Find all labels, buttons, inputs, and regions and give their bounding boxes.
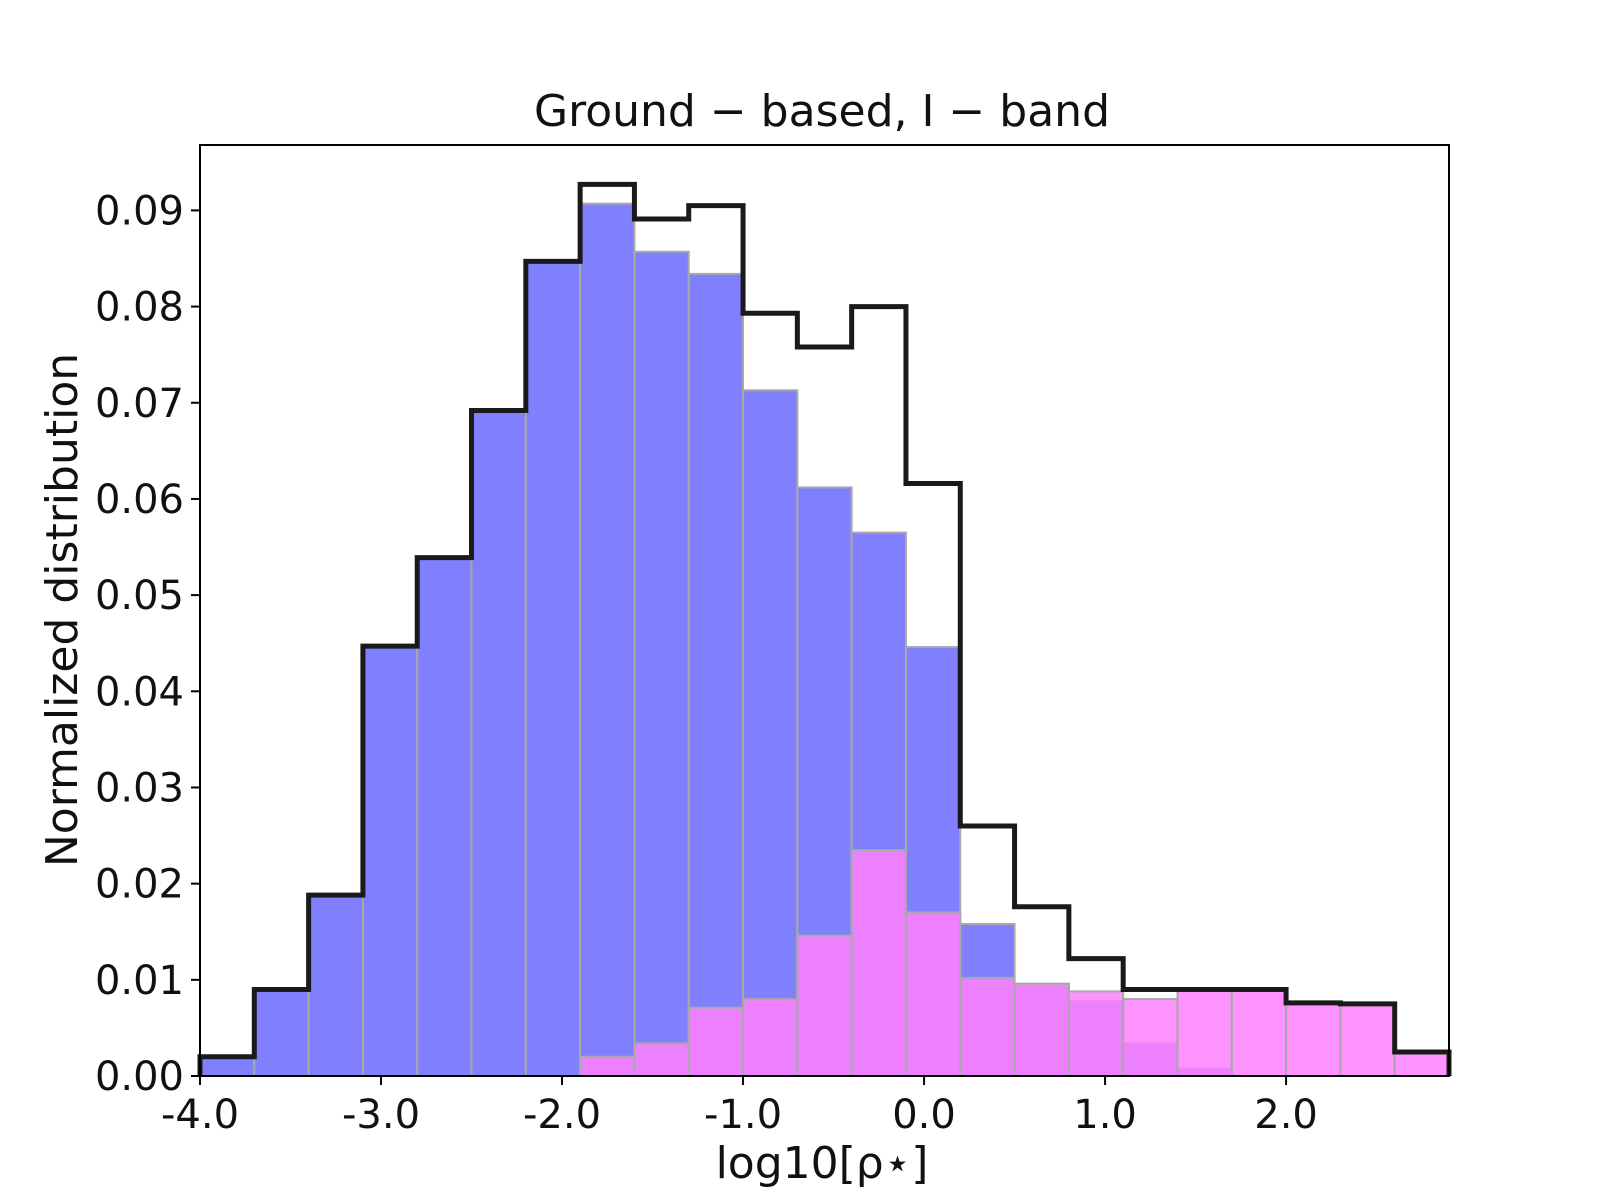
x-tick-label: -2.0 (523, 1092, 601, 1138)
y-tick-label: 0.07 (95, 381, 184, 427)
x-tick-label: 1.0 (1073, 1092, 1137, 1138)
histogram-bar (633, 1042, 690, 1077)
histogram-bar (307, 894, 364, 1078)
histogram-bar (1013, 982, 1070, 1078)
histogram-bar (199, 1055, 256, 1077)
histogram-bar (742, 998, 799, 1078)
y-tick-label: 0.00 (95, 1054, 184, 1100)
x-tick-label: -1.0 (704, 1092, 782, 1138)
y-tick-label: 0.03 (95, 765, 184, 811)
step-layer (197, 181, 1452, 1076)
histogram-bar (579, 202, 636, 1077)
y-tick-label: 0.05 (95, 573, 184, 619)
histogram-bar (1067, 990, 1125, 1078)
histogram-bar (633, 250, 690, 1078)
y-tick-label: 0.04 (95, 669, 184, 715)
x-axis-ticks: -4.0 -3.0 -2.0 -1.0 0.0 1.0 2.0 (161, 1076, 1318, 1138)
histogram-bar (524, 260, 582, 1077)
y-axis-label: Normalized distribution (37, 353, 88, 867)
histogram-bar (1285, 1001, 1342, 1078)
x-tick-label: 0.0 (892, 1092, 956, 1138)
y-tick-label: 0.08 (95, 285, 184, 331)
x-tick-label: -4.0 (161, 1092, 239, 1138)
histogram-bar (1230, 988, 1288, 1077)
histogram-bar (416, 556, 473, 1077)
histogram-bar (1393, 1050, 1451, 1077)
histogram-bar (687, 272, 745, 1077)
y-tick-label: 0.06 (95, 477, 184, 523)
x-tick-label: -3.0 (342, 1092, 420, 1138)
y-tick-label: 0.09 (95, 188, 184, 234)
step-outline-line (197, 181, 1452, 1076)
y-tick-label: 0.02 (95, 862, 184, 908)
histogram-bar (904, 911, 962, 1077)
histogram-bar (959, 976, 1016, 1077)
histogram-bar (579, 1055, 636, 1077)
chart-title: Ground − based, I − band (534, 86, 1110, 137)
histogram-bar (1176, 988, 1233, 1077)
histogram-bar (742, 389, 799, 1077)
x-tick-label: 2.0 (1254, 1092, 1318, 1138)
histogram-bar (1339, 1002, 1396, 1078)
x-axis-label: log10[ρ⋆] (716, 1138, 929, 1189)
histogram-bar (253, 988, 310, 1077)
y-axis-ticks: 0.00 0.01 0.02 0.03 0.04 0.05 0.06 0.07 0.08 0.09 (95, 188, 200, 1100)
histogram-bar (470, 409, 527, 1077)
y-tick-label: 0.01 (95, 958, 184, 1004)
plot-frame (199, 144, 1450, 1077)
histogram-bar (850, 848, 907, 1077)
histogram-bar (361, 645, 419, 1077)
histogram-bar (1122, 998, 1179, 1078)
histogram-bar (687, 1006, 745, 1078)
histogram-bar (796, 934, 853, 1077)
